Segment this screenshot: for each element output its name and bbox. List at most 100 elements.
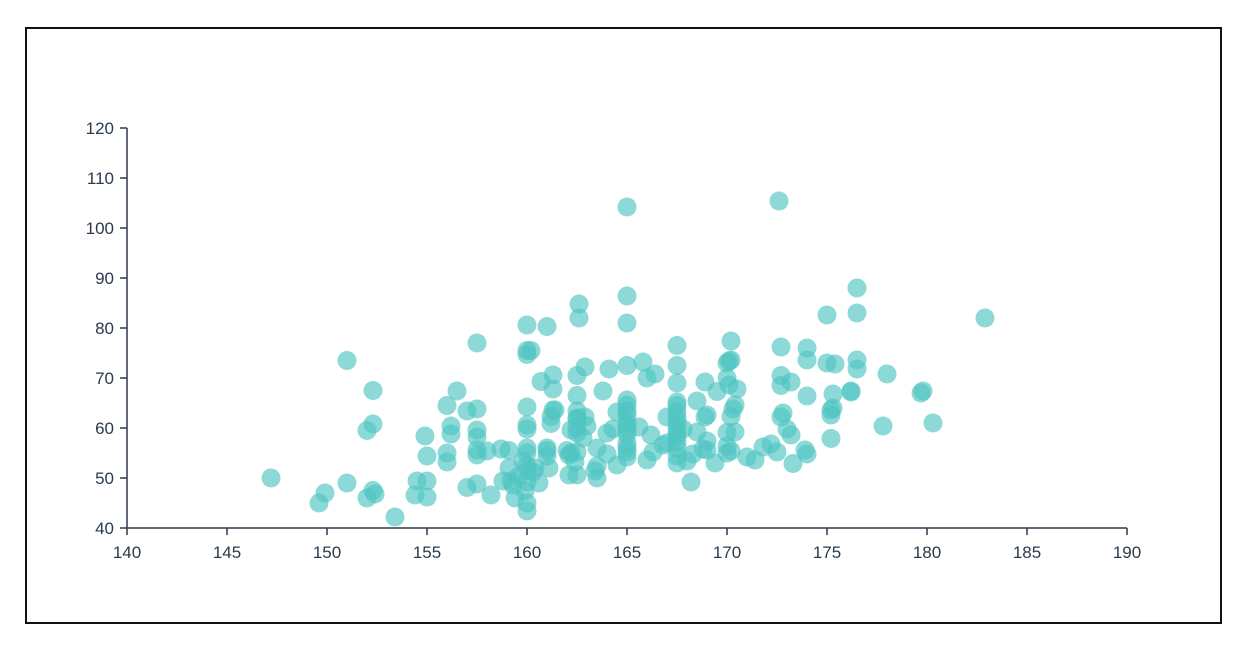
scatter-point [617, 395, 637, 415]
y-tick-label: 120 [86, 119, 114, 138]
scatter-point [467, 399, 487, 419]
scatter-point [517, 415, 537, 435]
scatter-point [499, 441, 519, 460]
scatter-point [667, 356, 687, 375]
scatter-point [767, 442, 787, 462]
scatter-point [437, 396, 457, 415]
y-tick-label: 80 [95, 319, 114, 338]
x-tick-label: 150 [313, 543, 341, 562]
scatter-point [617, 286, 637, 306]
scatter-point [823, 384, 843, 404]
scatter-point [467, 333, 487, 353]
y-tick-label: 40 [95, 519, 114, 538]
scatter-point [617, 197, 637, 217]
scatter-point [447, 381, 467, 401]
scatter-point [697, 431, 717, 451]
scatter-point [667, 373, 687, 393]
scatter-point [617, 447, 637, 467]
scatter-point [725, 422, 745, 442]
scatter-point [825, 354, 845, 374]
x-tick-label: 165 [613, 543, 641, 562]
scatter-point [781, 425, 801, 445]
scatter-point [877, 364, 897, 384]
scatter-point [841, 381, 861, 401]
scatter-point [721, 331, 741, 351]
scatter-point [525, 458, 545, 478]
scatter-point [415, 426, 435, 446]
scatter-point [315, 483, 335, 503]
scatter-point [769, 191, 789, 211]
x-tick-label: 170 [713, 543, 741, 562]
scatter-point [633, 352, 653, 372]
scatter-point [467, 474, 487, 494]
scatter-point [667, 392, 687, 412]
y-tick-label: 70 [95, 369, 114, 388]
x-tick-label: 190 [1113, 543, 1141, 562]
scatter-point [517, 501, 537, 521]
scatter-point [783, 454, 803, 473]
scatter-point [467, 427, 487, 447]
scatter-point [687, 391, 707, 411]
scatter-point [575, 357, 595, 377]
scatter-point [975, 308, 995, 328]
scatter-point [847, 303, 867, 323]
scatter-point [721, 350, 741, 370]
x-tick-label: 160 [513, 543, 541, 562]
scatter-point [593, 381, 613, 401]
scatter-point [417, 487, 437, 507]
x-tick-label: 145 [213, 543, 241, 562]
x-tick-label: 180 [913, 543, 941, 562]
axes-layer: 140 145 150 155 160 165 170 175 180 185 190 40 50 60 7… [86, 119, 1142, 562]
scatter-point [773, 403, 793, 423]
scatter-point [797, 444, 817, 464]
scatter-point [539, 458, 559, 478]
scatter-point [697, 405, 717, 425]
scatter-point [667, 336, 687, 355]
scatter-point [363, 414, 383, 434]
scatter-point [567, 386, 587, 405]
scatter-point [517, 397, 537, 417]
x-tick-label: 185 [1013, 543, 1041, 562]
points-layer [261, 191, 995, 527]
scatter-point [913, 381, 933, 401]
y-tick-label: 60 [95, 419, 114, 438]
scatter-point [477, 441, 497, 461]
x-tick-label: 140 [113, 543, 141, 562]
scatter-point [537, 441, 557, 460]
scatter-point [617, 313, 637, 333]
y-tick-label: 100 [86, 219, 114, 238]
scatter-point [517, 443, 537, 463]
scatter-point [337, 473, 357, 493]
scatter-point [417, 446, 437, 466]
scatter-point [537, 317, 557, 336]
scatter-point [721, 441, 741, 461]
scatter-point [543, 379, 563, 399]
scatter-point [441, 424, 461, 444]
scatter-point [569, 308, 589, 328]
scatter-point [365, 484, 385, 504]
scatter-point [337, 351, 357, 370]
scatter-point [797, 338, 817, 358]
scatter-point [873, 416, 893, 436]
y-tick-label: 110 [87, 169, 114, 188]
scatter-point [821, 429, 841, 448]
scatter-point [481, 485, 501, 505]
scatter-point [725, 395, 745, 415]
scatter-point [617, 356, 637, 375]
scatter-point [567, 465, 587, 485]
y-tick-label: 50 [95, 469, 114, 488]
scatter-point [529, 473, 549, 493]
scatter-point [261, 468, 281, 488]
scatter-point [385, 507, 405, 527]
scatter-point [847, 350, 867, 370]
scatter-point [817, 305, 837, 325]
x-tick-label: 155 [413, 543, 441, 562]
scatter-point [543, 365, 563, 385]
scatter-point [599, 359, 619, 379]
x-tick-label: 175 [813, 543, 841, 562]
scatter-point [645, 364, 665, 384]
scatter-point [569, 294, 589, 314]
scatter-point [681, 472, 701, 492]
scatter-point [577, 416, 597, 436]
